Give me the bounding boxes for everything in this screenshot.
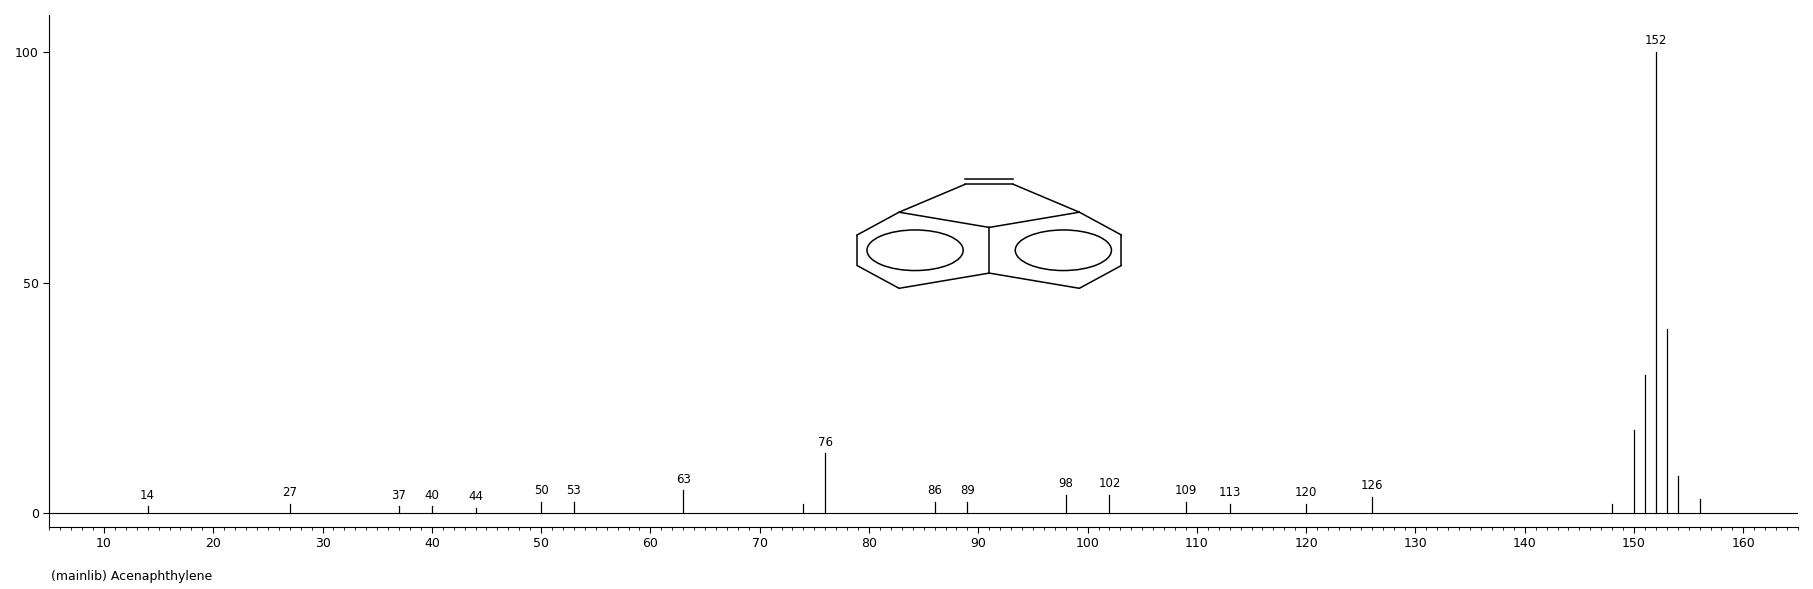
- Text: 76: 76: [818, 436, 832, 449]
- Text: 40: 40: [424, 489, 439, 502]
- Text: 53: 53: [566, 484, 582, 497]
- Text: 120: 120: [1294, 487, 1318, 499]
- Text: 63: 63: [676, 472, 691, 485]
- Text: 50: 50: [533, 484, 549, 497]
- Text: 109: 109: [1175, 484, 1197, 497]
- Text: 126: 126: [1360, 479, 1383, 492]
- Text: 152: 152: [1644, 34, 1668, 47]
- Text: 113: 113: [1218, 487, 1240, 499]
- Text: 14: 14: [140, 489, 156, 502]
- Text: 86: 86: [926, 484, 943, 497]
- Text: 37: 37: [392, 489, 406, 502]
- Text: 102: 102: [1099, 477, 1120, 490]
- Text: (mainlib) Acenaphthylene: (mainlib) Acenaphthylene: [51, 570, 212, 583]
- Text: 44: 44: [468, 490, 482, 503]
- Text: 98: 98: [1059, 477, 1073, 490]
- Text: 27: 27: [283, 487, 297, 499]
- Text: 89: 89: [959, 484, 975, 497]
